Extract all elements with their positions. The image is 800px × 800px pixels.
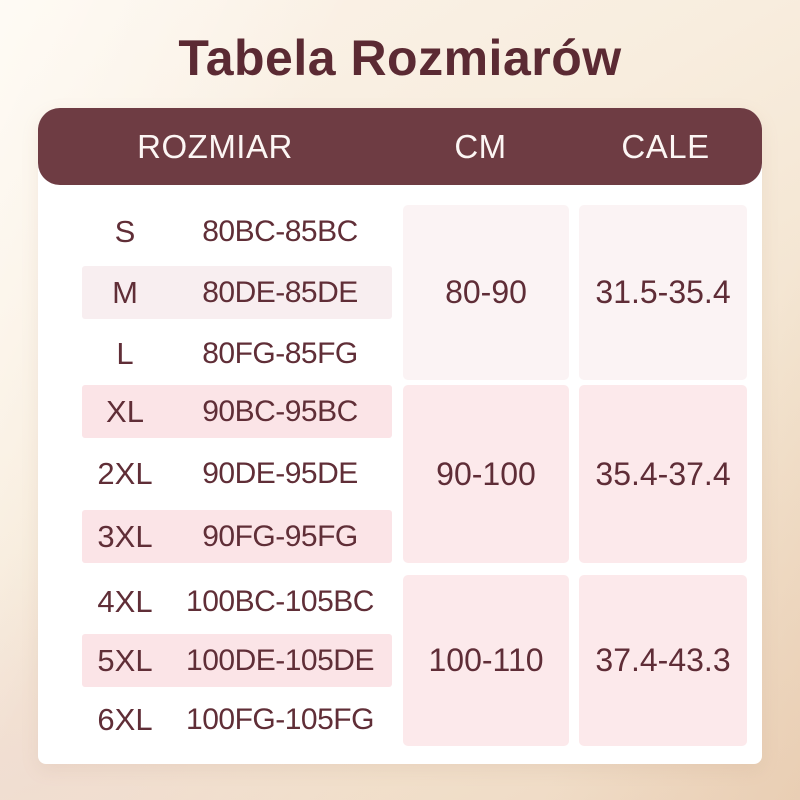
size-group-3: 4XL 100BC-105BC 5XL 100DE-105DE 6XL 100FG-105… [38, 575, 762, 746]
cale-range-cell: 31.5-35.4 [579, 205, 747, 380]
size-table: ROZMIAR CM CALE S 80BC-85BC M 80DE-85DE L 80F… [38, 108, 762, 764]
table-row-s: S 80BC-85BC [82, 205, 392, 258]
size-code: 90DE-95DE [202, 457, 358, 490]
cm-range-cell: 80-90 [403, 205, 569, 380]
size-label: 4XL [97, 583, 153, 619]
size-label: M [112, 274, 138, 310]
size-code: 80FG-85FG [202, 336, 358, 370]
table-body: S 80BC-85BC M 80DE-85DE L 80FG-85FG 80-90 31.5-… [38, 185, 762, 764]
size-label: S [114, 213, 136, 249]
size-label: 5XL [97, 642, 153, 678]
table-row-4xl: 4XL 100BC-105BC [82, 575, 392, 628]
size-rows: 4XL 100BC-105BC 5XL 100DE-105DE 6XL 100FG-105… [82, 575, 392, 746]
size-group-1: S 80BC-85BC M 80DE-85DE L 80FG-85FG 80-90 31.5-… [38, 205, 762, 380]
size-code: 100DE-105DE [186, 643, 374, 677]
table-row-xl: XL 90BC-95BC [82, 385, 392, 438]
page-title: Tabela Rozmiarów [178, 30, 622, 86]
table-row-2xl: 2XL 90DE-95DE [82, 448, 392, 501]
size-label: XL [106, 393, 144, 429]
cale-range-cell: 35.4-37.4 [579, 385, 747, 563]
size-label: L [116, 335, 134, 371]
size-code: 100FG-105FG [186, 702, 374, 736]
cm-range-cell: 100-110 [403, 575, 569, 746]
size-code: 90BC-95BC [202, 394, 358, 428]
table-row-5xl: 5XL 100DE-105DE [82, 634, 392, 687]
table-row-l: L 80FG-85FG [82, 327, 392, 380]
column-header-cale: CALE [621, 127, 710, 165]
size-code: 100BC-105BC [186, 584, 374, 618]
size-code: 80BC-85BC [202, 214, 358, 248]
size-label: 6XL [97, 701, 153, 737]
table-row-6xl: 6XL 100FG-105FG [82, 693, 392, 746]
table-row-m: M 80DE-85DE [82, 266, 392, 319]
column-header-cm: CM [454, 127, 507, 165]
size-label: 3XL [97, 518, 153, 554]
table-row-3xl: 3XL 90FG-95FG [82, 510, 392, 563]
size-code: 80DE-85DE [202, 275, 358, 309]
size-rows: XL 90BC-95BC 2XL 90DE-95DE 3XL 90FG-95FG [82, 385, 392, 563]
size-code: 90FG-95FG [202, 519, 358, 553]
size-group-2: XL 90BC-95BC 2XL 90DE-95DE 3XL 90FG-95FG 90-10… [38, 385, 762, 563]
cale-range-cell: 37.4-43.3 [579, 575, 747, 746]
size-rows: S 80BC-85BC M 80DE-85DE L 80FG-85FG [82, 205, 392, 380]
table-header-row: ROZMIAR CM CALE [38, 108, 762, 185]
column-header-rozmiar: ROZMIAR [137, 127, 293, 165]
size-label: 2XL [97, 456, 153, 491]
cm-range-cell: 90-100 [403, 385, 569, 563]
